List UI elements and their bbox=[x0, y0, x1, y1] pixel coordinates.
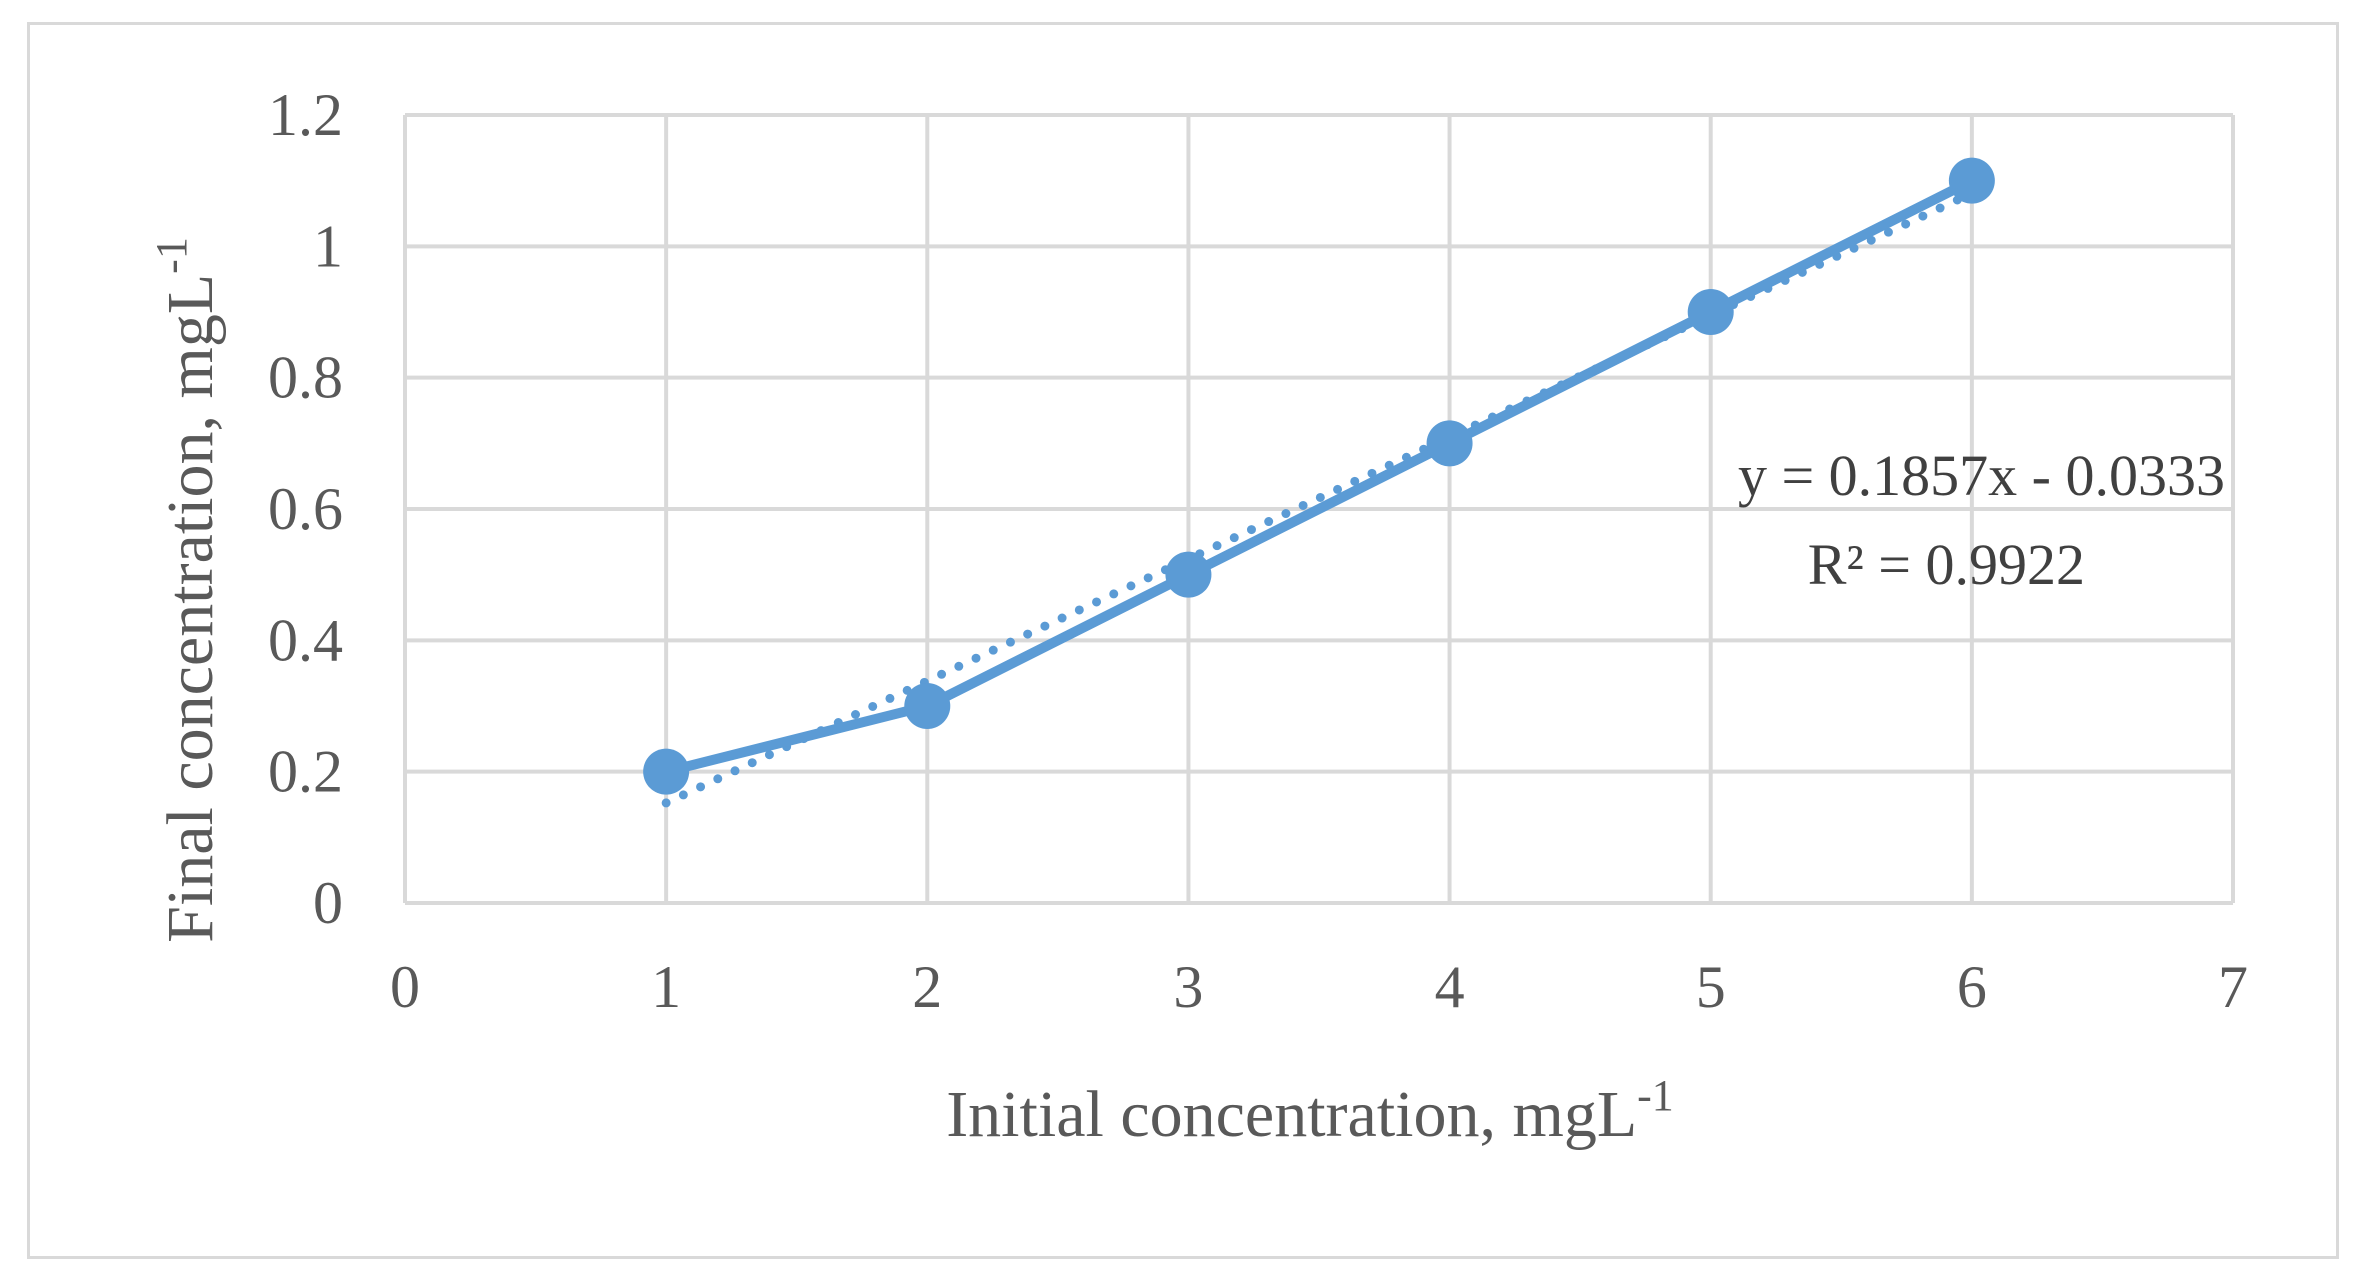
x-tick-label: 5 bbox=[1696, 954, 1726, 1020]
y-tick-label: 0.6 bbox=[268, 476, 343, 542]
y-tick-label: 1 bbox=[313, 213, 343, 279]
data-series bbox=[643, 157, 1995, 795]
data-point-6 bbox=[1948, 157, 1995, 204]
trendline-r-squared: R² = 0.9922 bbox=[1808, 532, 2085, 597]
x-axis-title-superscript: -1 bbox=[1637, 1071, 1674, 1120]
trendline-equation: y = 0.1857x - 0.0333 bbox=[1738, 443, 2225, 508]
x-axis-ticks: 0 1 2 3 4 5 6 7 bbox=[390, 954, 2248, 1020]
x-tick-label: 0 bbox=[390, 954, 420, 1020]
x-tick-label: 2 bbox=[912, 954, 942, 1020]
data-point-1 bbox=[643, 748, 690, 795]
x-axis-title-text: Initial concentration, mgL bbox=[946, 1078, 1637, 1151]
x-tick-label: 1 bbox=[651, 954, 681, 1020]
x-tick-label: 4 bbox=[1435, 954, 1465, 1020]
y-axis-title-text: Final concentration, mgL bbox=[154, 274, 227, 943]
y-axis-title-superscript: -1 bbox=[147, 237, 196, 274]
data-point-4 bbox=[1426, 420, 1473, 467]
x-tick-label: 6 bbox=[1957, 954, 1987, 1020]
y-tick-label: 0.4 bbox=[268, 607, 343, 673]
y-tick-label: 0.2 bbox=[268, 739, 343, 805]
y-axis-title: Final concentration, mgL-1 bbox=[147, 237, 227, 943]
y-axis-ticks: 0 0.2 0.4 0.6 0.8 1 1.2 bbox=[268, 82, 343, 936]
x-tick-label: 3 bbox=[1173, 954, 1203, 1020]
data-point-5 bbox=[1687, 289, 1734, 335]
y-tick-label: 1.2 bbox=[268, 82, 343, 148]
x-tick-label: 7 bbox=[2218, 954, 2248, 1020]
x-axis-title: Initial concentration, mgL-1 bbox=[946, 1071, 1674, 1151]
y-tick-label: 0.8 bbox=[268, 345, 343, 411]
data-point-2 bbox=[904, 683, 951, 729]
series-line-0 bbox=[661, 175, 1977, 777]
gridlines bbox=[403, 113, 2235, 905]
y-tick-label: 0 bbox=[313, 870, 343, 936]
data-point-3 bbox=[1165, 551, 1212, 598]
